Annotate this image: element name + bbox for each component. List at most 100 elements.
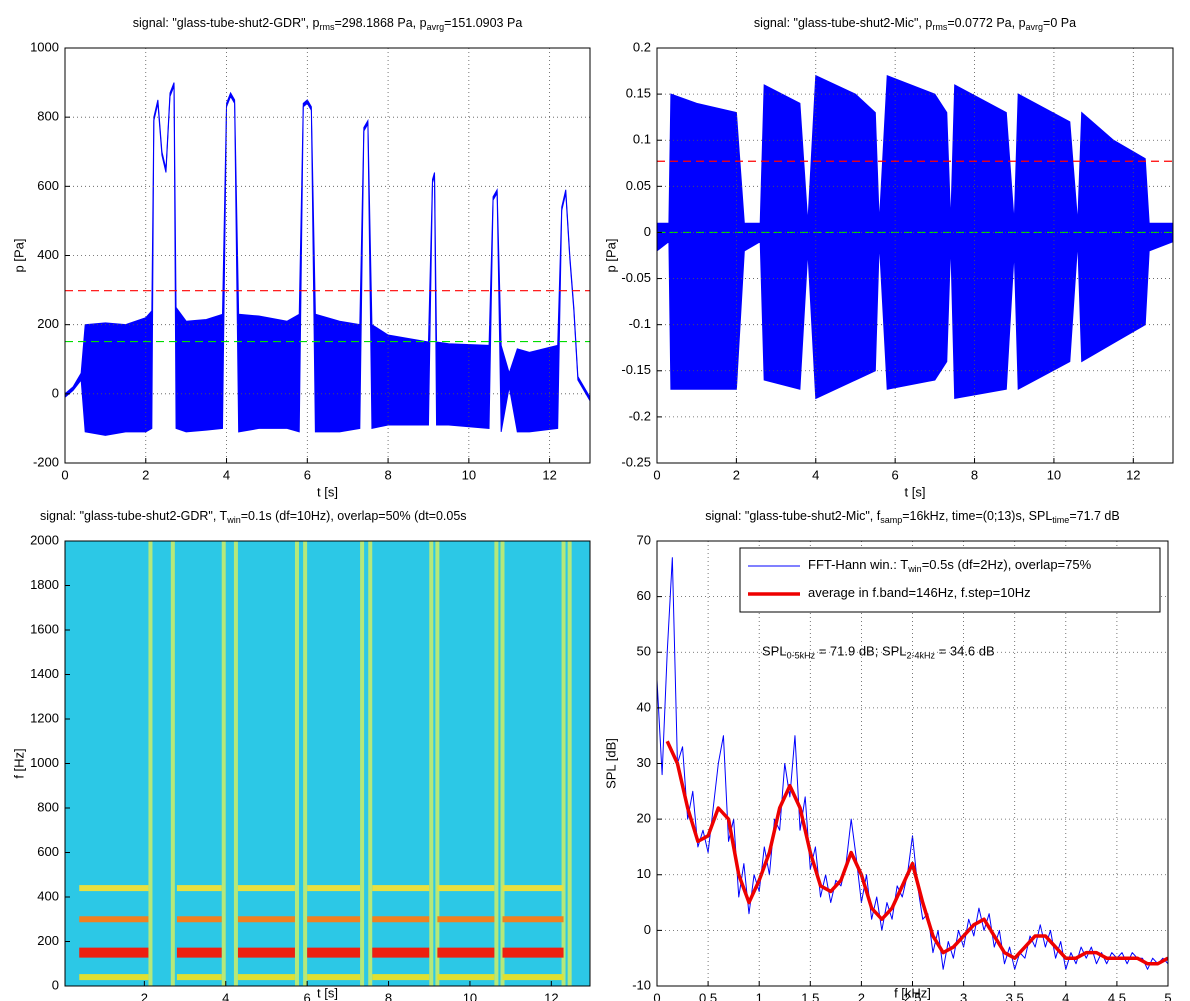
text-part: signal: "glass-tube-shut2-GDR", p: [133, 16, 320, 30]
x-tick-label: 0: [653, 467, 660, 482]
harmonic-band: [372, 947, 430, 958]
x-axis-label: t [s]: [317, 484, 338, 499]
y-tick-label: 0.15: [626, 86, 651, 101]
y-tick-label: 1600: [30, 621, 59, 636]
y-tick-label: 600: [37, 844, 59, 859]
x-tick-label: 6: [304, 467, 311, 482]
chart-title: signal: "glass-tube-shut2-GDR", prms=298…: [133, 16, 523, 32]
text-part: FFT-Hann win.: T: [808, 557, 908, 572]
subscript: win: [226, 515, 241, 525]
plot-area: [65, 82, 590, 436]
text-part: =298.1868 Pa, p: [334, 16, 426, 30]
y-tick-label: 1000: [30, 39, 59, 54]
y-tick-label: -0.15: [621, 362, 651, 377]
text-part: =0.0772 Pa, p: [947, 16, 1025, 30]
legend-entry: average in f.band=146Hz, f.step=10Hz: [808, 585, 1031, 600]
axes-box: [656, 47, 1174, 464]
text-part: =71.7 dB: [1069, 509, 1119, 523]
text-part: = 71.9 dB; SPL: [815, 644, 906, 659]
subscript: rms: [932, 22, 947, 32]
x-tick-label: 2: [142, 467, 149, 482]
y-tick-label: 600: [37, 178, 59, 193]
x-tick-label: 0: [61, 467, 68, 482]
text-part: =0.5s (df=2Hz), overlap=75%: [922, 557, 1092, 572]
y-tick-label: 200: [37, 316, 59, 331]
harmonic-band: [372, 974, 430, 981]
subscript: time: [1052, 515, 1069, 525]
plot-area: [657, 74, 1173, 400]
harmonic-band: [237, 974, 295, 981]
signal-area: [65, 82, 590, 436]
x-axis-label: f [kHz]: [894, 985, 931, 1000]
legend-box: [739, 547, 1161, 613]
y-tick-label: 40: [637, 699, 651, 714]
y-tick-label: 0.1: [633, 132, 651, 147]
plot-area: [657, 557, 1168, 970]
series-line: [657, 557, 1168, 970]
y-axis-label: p [Pa]: [11, 239, 26, 273]
x-tick-label: 4: [222, 990, 229, 1001]
signal-area: [657, 75, 1173, 399]
y-tick-label: -0.05: [621, 270, 651, 285]
y-tick-label: 1000: [30, 755, 59, 770]
x-tick-label: 10: [462, 467, 476, 482]
signal-upper: [65, 82, 590, 398]
text-part: signal: "glass-tube-shut2-GDR", T: [40, 509, 228, 523]
harmonic-band: [437, 974, 495, 981]
y-tick-label: -10: [632, 977, 651, 992]
y-tick-label: 400: [37, 888, 59, 903]
harmonic-band: [437, 885, 495, 892]
harmonic-band: [237, 916, 295, 923]
harmonic-band: [79, 974, 149, 981]
text-part: SPL: [762, 644, 787, 659]
y-tick-label: 1400: [30, 666, 59, 681]
y-tick-label: -0.25: [621, 454, 651, 469]
text-part: signal: "glass-tube-shut2-Mic", f: [705, 509, 880, 523]
y-tick-label: 30: [637, 755, 651, 770]
plot-area: [65, 541, 590, 986]
x-axis-label: t [s]: [317, 985, 338, 1000]
harmonic-band: [502, 947, 564, 958]
y-tick-label: 200: [37, 933, 59, 948]
y-tick-label: 0.05: [626, 178, 651, 193]
harmonic-band: [437, 916, 495, 923]
x-tick-label: 4: [1062, 990, 1069, 1001]
chart-title: signal: "glass-tube-shut2-Mic", fsamp=16…: [705, 509, 1119, 525]
text-part: =16kHz, time=(0;13)s, SPL: [902, 509, 1052, 523]
harmonic-band: [307, 974, 361, 981]
y-tick-label: 0: [52, 977, 59, 992]
y-tick-label: 800: [37, 799, 59, 814]
harmonic-band: [502, 916, 564, 923]
chart-title: signal: "glass-tube-shut2-Mic", prms=0.0…: [754, 16, 1076, 32]
x-tick-label: 6: [304, 990, 311, 1001]
subscript: 2-4kHz: [907, 651, 936, 661]
y-tick-label: 1800: [30, 577, 59, 592]
text-part: =0.1s (df=10Hz), overlap=50% (dt=0.05s: [241, 509, 467, 523]
text-part: signal: "glass-tube-shut2-Mic", p: [754, 16, 932, 30]
harmonic-band: [176, 947, 222, 958]
x-tick-label: 12: [1126, 467, 1140, 482]
x-tick-label: 2.5: [903, 990, 921, 1001]
y-tick-label: 2000: [30, 532, 59, 547]
harmonic-band: [176, 974, 222, 981]
signal-lower: [657, 240, 1173, 400]
harmonic-band: [79, 916, 149, 923]
harmonic-band: [372, 916, 430, 923]
x-tick-label: 10: [1047, 467, 1061, 482]
x-tick-label: 8: [384, 467, 391, 482]
harmonic-band: [502, 885, 564, 892]
x-tick-label: 4: [223, 467, 230, 482]
x-tick-label: 10: [463, 990, 477, 1001]
y-axis-label: f [Hz]: [11, 748, 26, 778]
y-tick-label: 10: [637, 866, 651, 881]
x-tick-label: 4.5: [1108, 990, 1126, 1001]
harmonic-band: [79, 885, 149, 892]
subscript: avrg: [1026, 22, 1044, 32]
y-tick-label: -0.1: [629, 316, 651, 331]
y-tick-label: 0: [644, 922, 651, 937]
axes-box: [64, 47, 591, 464]
axes-box: [656, 540, 1169, 987]
y-tick-label: -200: [33, 454, 59, 469]
x-tick-label: 8: [971, 467, 978, 482]
